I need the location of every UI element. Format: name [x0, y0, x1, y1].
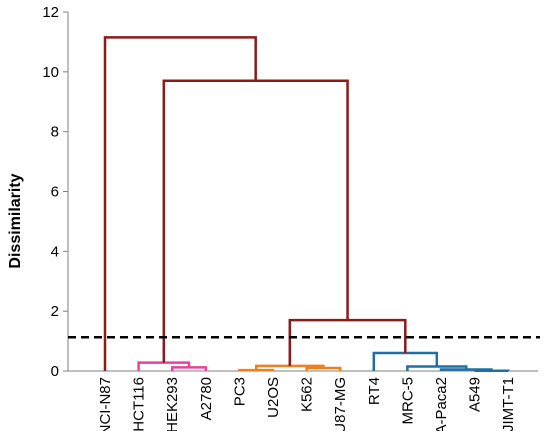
merge-link-0 — [170, 366, 208, 371]
x-tick-label: MRC-5 — [399, 377, 416, 425]
merge-link-8 — [372, 351, 439, 371]
y-tick-label: 4 — [51, 243, 59, 260]
x-tick-label: K562 — [299, 377, 316, 412]
x-tick-label: MIA-Paca2 — [433, 377, 450, 431]
merge-link-11 — [103, 36, 257, 371]
merge-link-2 — [238, 368, 275, 372]
y-tick-label: 8 — [51, 124, 59, 141]
x-tick-label: A549 — [467, 377, 484, 412]
x-tick-labels: NCI-N87 HCT116 HEK293 A2780 PC3 U2OS K562 U87-M… — [97, 377, 517, 431]
y-axis: 0 2 4 6 8 10 12 — [42, 4, 538, 380]
y-tick-label: 6 — [51, 184, 59, 201]
y-tick-label: 2 — [51, 303, 59, 320]
x-tick-label: HEK293 — [164, 377, 181, 431]
y-tick-label: 10 — [42, 64, 59, 81]
y-axis-title: Dissimilarity — [7, 173, 24, 268]
y-tick-label: 0 — [51, 363, 59, 380]
merge-link-9 — [288, 318, 407, 366]
x-tick-label: A2780 — [198, 377, 215, 420]
x-tick-label: U87-MG — [332, 377, 349, 431]
x-tick-label: JIMT-T1 — [500, 377, 517, 431]
x-tick-label: NCI-N87 — [97, 377, 114, 431]
merge-link-7 — [406, 365, 468, 371]
x-tick-label: RT4 — [366, 377, 383, 405]
dendrogram-links — [103, 36, 510, 372]
x-tick-label: U2OS — [265, 377, 282, 418]
y-tick-label: 12 — [42, 4, 59, 21]
x-tick-label: HCT116 — [131, 377, 148, 431]
x-tick-label: PC3 — [231, 377, 248, 406]
